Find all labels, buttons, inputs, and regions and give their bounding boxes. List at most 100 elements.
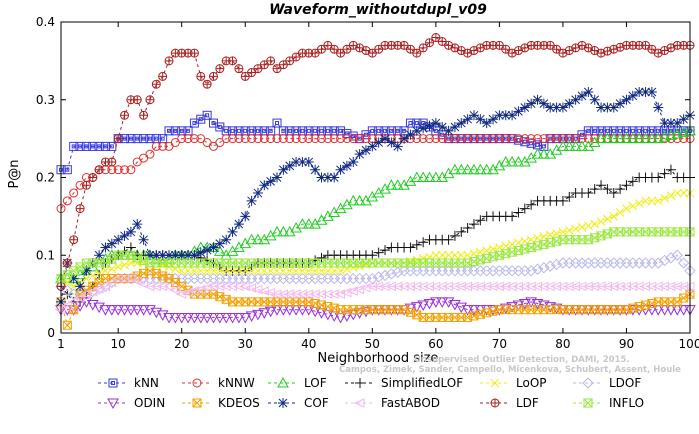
data-point — [385, 268, 398, 280]
data-point — [132, 95, 142, 105]
series-line — [60, 231, 690, 280]
data-point — [672, 188, 682, 198]
data-point — [253, 64, 263, 74]
legend-item: LOF — [268, 376, 327, 390]
data-point — [175, 312, 188, 324]
data-point — [437, 121, 448, 132]
data-point — [571, 134, 581, 144]
data-point — [423, 281, 435, 292]
data-point — [425, 38, 435, 48]
data-point — [424, 120, 435, 131]
legend-label: ODIN — [134, 396, 165, 410]
data-point — [240, 134, 250, 144]
data-point — [202, 110, 212, 120]
data-point — [347, 194, 360, 206]
data-point — [437, 36, 447, 46]
data-point — [622, 204, 631, 213]
data-point — [234, 266, 244, 276]
data-point — [660, 193, 669, 203]
data-point — [513, 46, 523, 56]
data-point — [556, 281, 568, 292]
data-point — [431, 250, 441, 260]
data-point — [493, 159, 506, 171]
data-point — [68, 273, 79, 284]
data-point — [475, 134, 485, 144]
data-point — [252, 188, 263, 199]
data-point — [646, 305, 658, 316]
data-point — [404, 281, 415, 292]
data-point — [259, 60, 269, 70]
data-point — [455, 281, 466, 292]
data-point — [82, 274, 91, 283]
data-point — [61, 301, 72, 311]
data-point — [463, 48, 473, 58]
data-point — [456, 118, 467, 129]
data-point — [416, 281, 428, 292]
data-point — [277, 225, 290, 237]
data-point — [94, 165, 104, 175]
data-point — [215, 266, 225, 276]
data-point — [461, 163, 474, 175]
data-point — [595, 132, 607, 144]
data-point — [557, 102, 568, 113]
data-point — [507, 211, 518, 222]
data-point — [659, 118, 670, 129]
data-point — [259, 266, 269, 276]
data-point — [228, 134, 238, 144]
data-point — [341, 160, 352, 171]
data-point — [614, 132, 626, 144]
data-point — [164, 56, 174, 66]
data-point — [131, 276, 142, 286]
data-point — [266, 134, 276, 144]
data-point — [513, 134, 523, 144]
data-point — [264, 229, 277, 241]
series-cof — [56, 86, 695, 307]
data-point — [125, 226, 136, 237]
data-point — [144, 250, 155, 261]
x-tick-label: 70 — [492, 337, 507, 351]
legend-marker — [353, 398, 365, 408]
data-point — [607, 132, 620, 144]
axes-layer: 1 10 20 30 40 50 60 70 80 90 100 0 0.1 0.2 0.3 0.4 — [36, 15, 699, 351]
data-point — [679, 188, 688, 198]
data-point — [208, 242, 219, 253]
data-point — [69, 235, 79, 245]
data-point — [111, 273, 123, 284]
data-point — [583, 221, 593, 231]
data-point — [411, 125, 422, 136]
data-point — [664, 281, 676, 292]
data-point — [62, 196, 72, 206]
data-point — [583, 134, 593, 144]
data-point — [259, 180, 270, 191]
x-tick-label: 50 — [365, 337, 380, 351]
data-point — [73, 293, 85, 303]
data-point — [646, 86, 657, 97]
series-line — [60, 36, 690, 287]
data-point — [304, 266, 314, 276]
data-point — [354, 149, 365, 160]
data-point — [207, 312, 220, 324]
data-point — [609, 212, 619, 221]
data-point — [532, 94, 543, 105]
data-point — [449, 230, 460, 241]
data-point — [145, 134, 155, 144]
data-point — [374, 44, 384, 54]
y-tick-label: 0.3 — [36, 93, 55, 107]
data-point — [132, 134, 142, 144]
legend-label: LoOP — [516, 376, 547, 390]
data-point — [139, 153, 149, 163]
data-point — [94, 250, 105, 261]
data-point — [316, 134, 326, 144]
data-point — [131, 305, 144, 316]
data-point — [348, 40, 358, 50]
data-point — [607, 281, 619, 292]
data-point — [450, 250, 460, 260]
data-point — [75, 281, 86, 292]
data-point — [221, 266, 231, 276]
data-point — [602, 102, 613, 113]
series-layer — [54, 33, 696, 330]
data-point — [645, 281, 657, 292]
data-point — [81, 180, 91, 190]
data-point — [418, 134, 428, 144]
data-point — [398, 179, 410, 190]
